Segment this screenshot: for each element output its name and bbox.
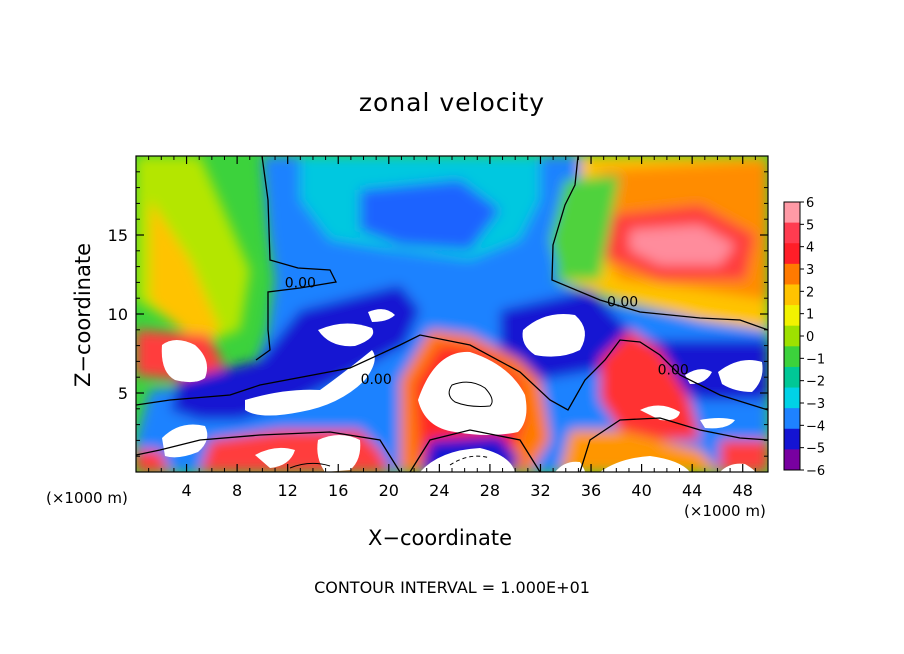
x-tick-label: 4 [181,481,191,500]
colorbar-label: 0 [806,330,814,345]
x-tick-label: 48 [733,481,753,500]
contour-label: 0.00 [361,372,392,388]
colorbar-swatch [784,263,800,285]
y-tick-label: 10 [108,305,128,324]
contour-lines [136,156,768,472]
y-tick-label: 15 [108,226,128,245]
colorbar-label: 5 [806,218,814,233]
axis-ticks [136,156,768,472]
colorbar-label: −5 [806,442,825,457]
colorbar-swatch [784,346,800,368]
chart-title: zonal velocity [358,88,546,117]
contour-label: 0.00 [607,294,638,310]
colorbar-swatch [784,428,800,450]
x-tick-label: 36 [581,481,601,500]
colorbar-swatch [784,408,800,430]
x-tick-label: 24 [429,481,449,500]
velocity-field: 0.00 0.00 0.00 0.00 [136,156,768,472]
colorbar: 6 5 4 3 2 1 0 −1 −2 −3 −4 −5 −6 [783,196,825,479]
colorbar-swatch [784,202,800,224]
colorbar-label: −6 [806,464,825,479]
colorbar-swatch [784,387,800,409]
colorbar-label: −1 [806,352,825,367]
x-unit-label-right: (×1000 m) [684,502,766,520]
colorbar-label: −2 [806,375,825,390]
colorbar-label: 2 [806,285,814,300]
x-axis-label: X−coordinate [368,526,512,550]
x-tick-label: 40 [631,481,651,500]
colorbar-swatch [784,325,800,347]
contour-label: 0.00 [285,275,316,291]
x-unit-label-left: (×1000 m) [46,489,128,507]
x-tick-label: 20 [379,481,399,500]
x-tick-label: 32 [530,481,550,500]
colorbar-label: 3 [806,263,814,278]
contour-label: 0.00 [658,362,689,378]
colorbar-label: −4 [806,419,825,434]
colorbar-swatch [784,366,800,389]
colorbar-swatch [784,449,800,471]
x-tick-label: 12 [278,481,298,500]
contour-labels: 0.00 0.00 0.00 0.00 [285,275,689,388]
colorbar-label: 4 [806,241,814,256]
saturated-regions [161,309,763,472]
colorbar-swatch [784,243,800,265]
contour-interval-note: CONTOUR INTERVAL = 1.000E+01 [314,578,590,597]
colorbar-swatch [784,305,800,327]
x-tick-label: 8 [232,481,242,500]
colorbar-label: −3 [806,397,825,412]
x-tick-label: 16 [328,481,348,500]
y-axis-label: Z−coordinate [71,243,95,387]
colorbar-label: 1 [806,308,814,323]
colorbar-label: 6 [806,196,814,211]
colorbar-swatch [784,284,800,306]
x-tick-label: 28 [480,481,500,500]
y-tick-label: 5 [118,384,128,403]
x-tick-label: 44 [682,481,702,500]
colorbar-swatch [784,222,800,244]
